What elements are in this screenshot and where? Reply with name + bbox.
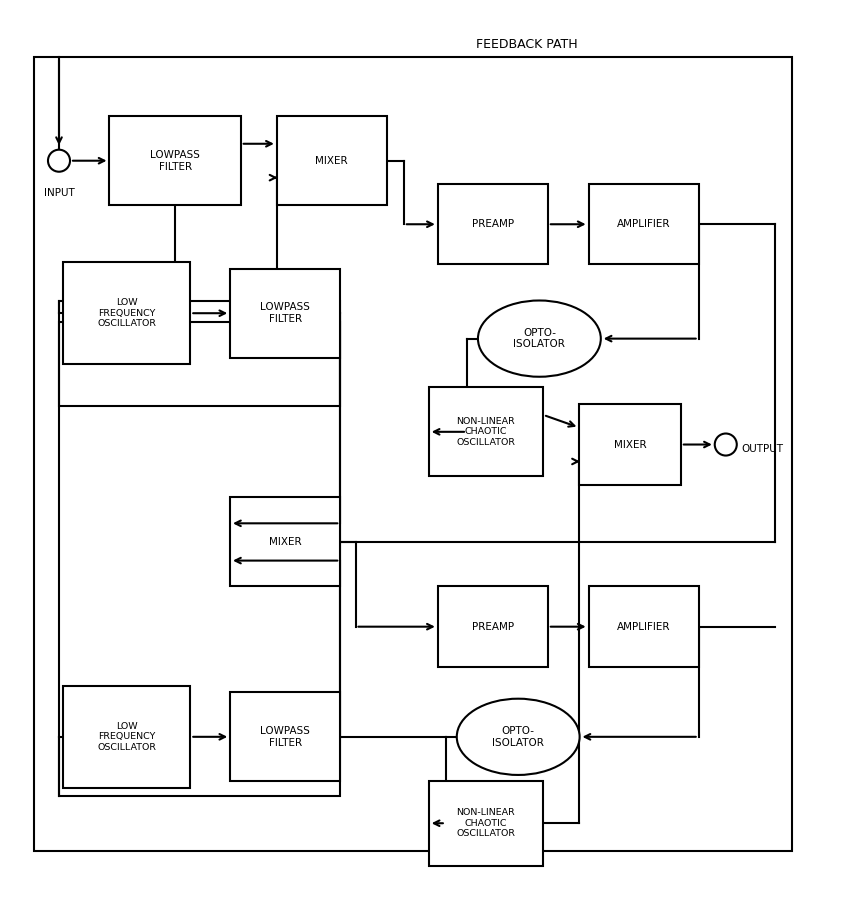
Text: OPTO-
ISOLATOR: OPTO- ISOLATOR	[492, 726, 544, 747]
Text: OUTPUT: OUTPUT	[741, 444, 783, 454]
Text: AMPLIFIER: AMPLIFIER	[617, 622, 671, 631]
FancyBboxPatch shape	[438, 184, 548, 265]
Text: PREAMP: PREAMP	[472, 219, 514, 229]
Text: NON-LINEAR
CHAOTIC
OSCILLATOR: NON-LINEAR CHAOTIC OSCILLATOR	[456, 417, 515, 447]
Text: INPUT: INPUT	[43, 188, 75, 198]
FancyBboxPatch shape	[428, 388, 543, 477]
FancyBboxPatch shape	[110, 116, 241, 205]
Text: LOWPASS
FILTER: LOWPASS FILTER	[150, 149, 200, 171]
Circle shape	[715, 433, 737, 456]
FancyBboxPatch shape	[63, 263, 190, 364]
Circle shape	[48, 149, 70, 172]
FancyBboxPatch shape	[277, 116, 387, 205]
FancyBboxPatch shape	[230, 497, 340, 586]
Text: LOW
FREQUENCY
OSCILLATOR: LOW FREQUENCY OSCILLATOR	[97, 722, 156, 752]
FancyBboxPatch shape	[428, 781, 543, 865]
Text: AMPLIFIER: AMPLIFIER	[617, 219, 671, 229]
FancyBboxPatch shape	[588, 184, 699, 265]
Text: PREAMP: PREAMP	[472, 622, 514, 631]
FancyBboxPatch shape	[588, 586, 699, 667]
Text: NON-LINEAR
CHAOTIC
OSCILLATOR: NON-LINEAR CHAOTIC OSCILLATOR	[456, 808, 515, 838]
Text: OPTO-
ISOLATOR: OPTO- ISOLATOR	[513, 328, 565, 350]
Text: MIXER: MIXER	[614, 439, 646, 449]
Text: FEEDBACK PATH: FEEDBACK PATH	[476, 37, 577, 51]
Text: LOWPASS
FILTER: LOWPASS FILTER	[260, 726, 310, 747]
FancyBboxPatch shape	[230, 269, 340, 358]
FancyBboxPatch shape	[438, 586, 548, 667]
Text: LOW
FREQUENCY
OSCILLATOR: LOW FREQUENCY OSCILLATOR	[97, 298, 156, 328]
FancyBboxPatch shape	[63, 686, 190, 787]
Text: LOWPASS
FILTER: LOWPASS FILTER	[260, 303, 310, 324]
Text: MIXER: MIXER	[269, 537, 302, 547]
FancyBboxPatch shape	[579, 404, 681, 485]
Text: MIXER: MIXER	[315, 156, 348, 166]
FancyBboxPatch shape	[230, 692, 340, 781]
Ellipse shape	[478, 301, 601, 377]
Ellipse shape	[456, 699, 580, 775]
